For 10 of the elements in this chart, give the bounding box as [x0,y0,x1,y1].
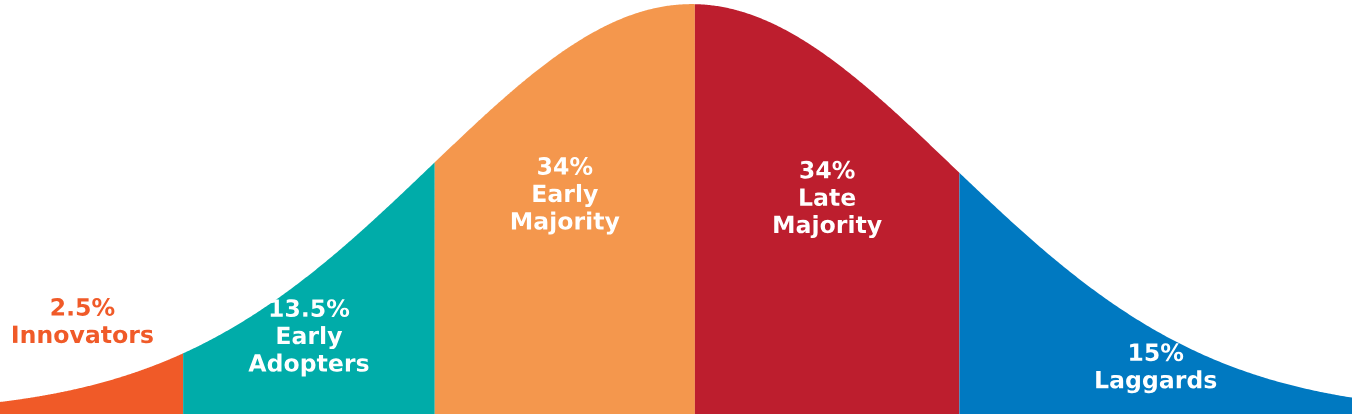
data-label: 34% [538,157,593,175]
category-label: Early Adopters [248,326,369,377]
data-label: 15% [1130,343,1184,362]
data-label: 13.5% [270,299,350,317]
data-label: 34% [800,160,855,179]
category-label: Late Majority [774,188,882,239]
category-label: Innovators [13,325,153,344]
data-label: 2.5% [51,298,115,316]
category-label: Laggards [1096,370,1217,394]
category-label: Early Majority [511,183,620,235]
